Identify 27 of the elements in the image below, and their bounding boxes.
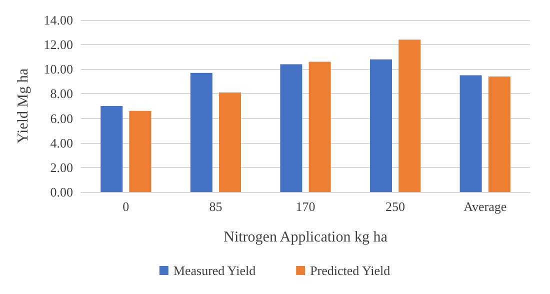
legend-label: Measured Yield xyxy=(173,263,256,278)
x-tick-label: 170 xyxy=(296,199,316,214)
x-tick-label: 250 xyxy=(386,199,406,214)
x-tick-label: 0 xyxy=(122,199,130,214)
bar xyxy=(488,76,510,192)
y-tick-label: 10.00 xyxy=(44,62,73,77)
y-tick-label: 0.00 xyxy=(50,184,73,200)
bar xyxy=(219,92,241,192)
bar xyxy=(308,62,331,192)
bar xyxy=(370,59,392,192)
y-tick-label: 8.00 xyxy=(50,86,73,102)
x-axis-title: Nitrogen Application kg ha xyxy=(224,230,388,246)
legend-label: Predicted Yield xyxy=(310,263,391,278)
bar xyxy=(190,72,212,192)
y-tick-label: 2.00 xyxy=(50,160,73,175)
y-axis-title: Yield Mg ha xyxy=(16,68,32,144)
bar xyxy=(460,75,482,192)
bar xyxy=(280,64,302,192)
y-tick-label: 6.00 xyxy=(50,110,73,126)
bar xyxy=(100,106,123,192)
x-tick-label: 85 xyxy=(209,199,222,214)
y-tick-label: 4.00 xyxy=(50,135,73,150)
bar xyxy=(398,40,421,192)
y-tick-label: 12.00 xyxy=(44,37,73,52)
y-tick-label: 14.00 xyxy=(44,12,73,28)
bar xyxy=(129,110,152,192)
x-tick-label: Average xyxy=(464,199,507,214)
